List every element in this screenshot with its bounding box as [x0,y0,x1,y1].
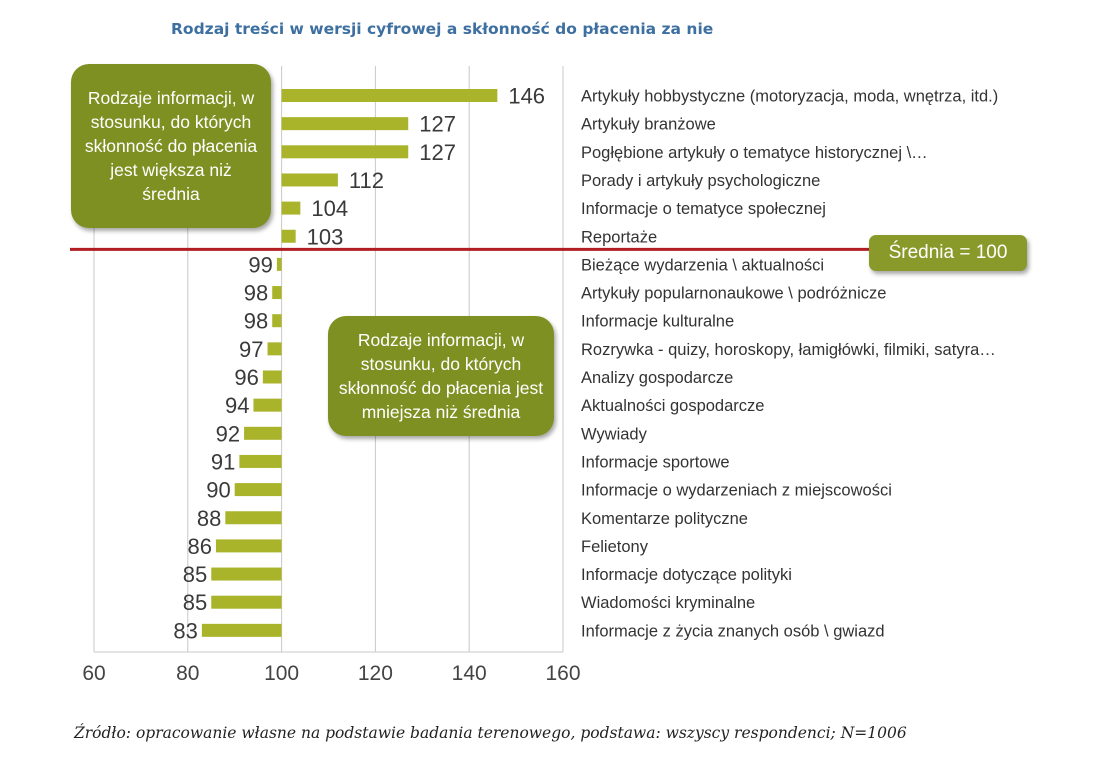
x-tick-label: 80 [176,662,199,685]
bar-value-label: 90 [206,478,230,503]
source-note: Źródło: opracowanie własne na podstawie … [74,724,907,742]
category-labels: Artykuły hobbystyczne (motoryzacja, moda… [581,88,998,641]
bar [281,89,498,102]
bar [276,257,282,271]
bar [281,201,301,215]
category-label: Aktualności gospodarcze [581,397,764,415]
bar [281,173,338,187]
category-label: Bieżące wydarzenia \ aktualności [581,256,824,274]
bar-value-label: 146 [508,84,545,109]
bar-value-label: 92 [216,421,240,446]
bar [215,539,282,553]
x-tick-label: 140 [452,662,487,685]
category-label: Informacje sportowe [581,453,730,471]
bar-value-label: 104 [311,196,348,221]
bar-value-label: 98 [244,309,268,334]
callout-below-average: Rodzaje informacji, w stosunku, do który… [328,316,554,436]
bar-value-label: 112 [349,168,384,193]
bar-value-label: 127 [419,112,456,137]
bar [211,595,282,609]
category-label: Informacje o wydarzeniach z miejscowości [581,482,892,500]
category-label: Informacje kulturalne [581,313,734,331]
callout-above-average: Rodzaje informacji, w stosunku, do który… [71,64,271,228]
bar-value-label: 96 [234,365,258,390]
category-label: Informacje dotyczące polityki [581,566,792,584]
category-label: Artykuły hobbystyczne (motoryzacja, moda… [581,88,998,106]
x-tick-label: 160 [545,662,580,685]
x-tick-label: 60 [82,662,105,685]
category-label: Informacje o tematyce społecznej [581,200,826,218]
category-label: Rozrywka - quizy, horoskopy, łamigłówki,… [581,341,996,359]
category-label: Komentarze polityczne [581,510,748,528]
bar [281,117,409,131]
bar [267,342,282,356]
bar [201,623,282,637]
category-label: Porady i artykuły psychologiczne [581,172,820,190]
category-label: Felietony [581,538,649,556]
bar-value-label: 97 [239,337,263,362]
bar-value-label: 99 [248,252,272,277]
category-label: Wiadomości kryminalne [581,594,755,612]
category-label: Artykuły branżowe [581,116,716,134]
bar-value-label: 86 [187,534,211,559]
bar [272,314,282,328]
bar-value-label: 85 [183,590,207,615]
bar-value-label: 127 [419,140,456,165]
bar-value-label: 83 [173,618,197,643]
bar [239,454,282,468]
bar [234,483,282,497]
bar-value-label: 91 [211,449,235,474]
category-label: Reportaże [581,228,657,246]
bar [244,426,282,440]
bar [281,229,296,243]
x-tick-label: 100 [264,662,299,685]
category-label: Informacje z życia znanych osób \ gwiazd [581,622,885,640]
category-label: Analizy gospodarcze [581,369,733,387]
bar [272,286,282,300]
average-badge: Średnia = 100 [869,235,1027,271]
category-label: Wywiady [581,425,648,443]
bar-value-label: 103 [307,224,344,249]
category-label: Pogłębione artykuły o tematyce historycz… [581,144,928,162]
category-label: Artykuły popularnonaukowe \ podróżnicze [581,285,886,303]
bar-value-label: 98 [244,281,268,306]
bar [281,145,409,159]
bar [253,398,282,412]
bar-value-label: 88 [197,506,221,531]
bars [201,89,498,637]
bar-value-label: 85 [183,562,207,587]
x-tick-label: 120 [358,662,393,685]
bar [225,511,282,525]
x-axis-ticks: 60 80 100 120 140 160 [82,662,580,685]
bar [262,370,282,384]
bar [211,567,282,581]
chart-title: Rodzaj treści w wersji cyfrowej a skłonn… [171,20,714,38]
bar-value-label: 94 [225,393,249,418]
